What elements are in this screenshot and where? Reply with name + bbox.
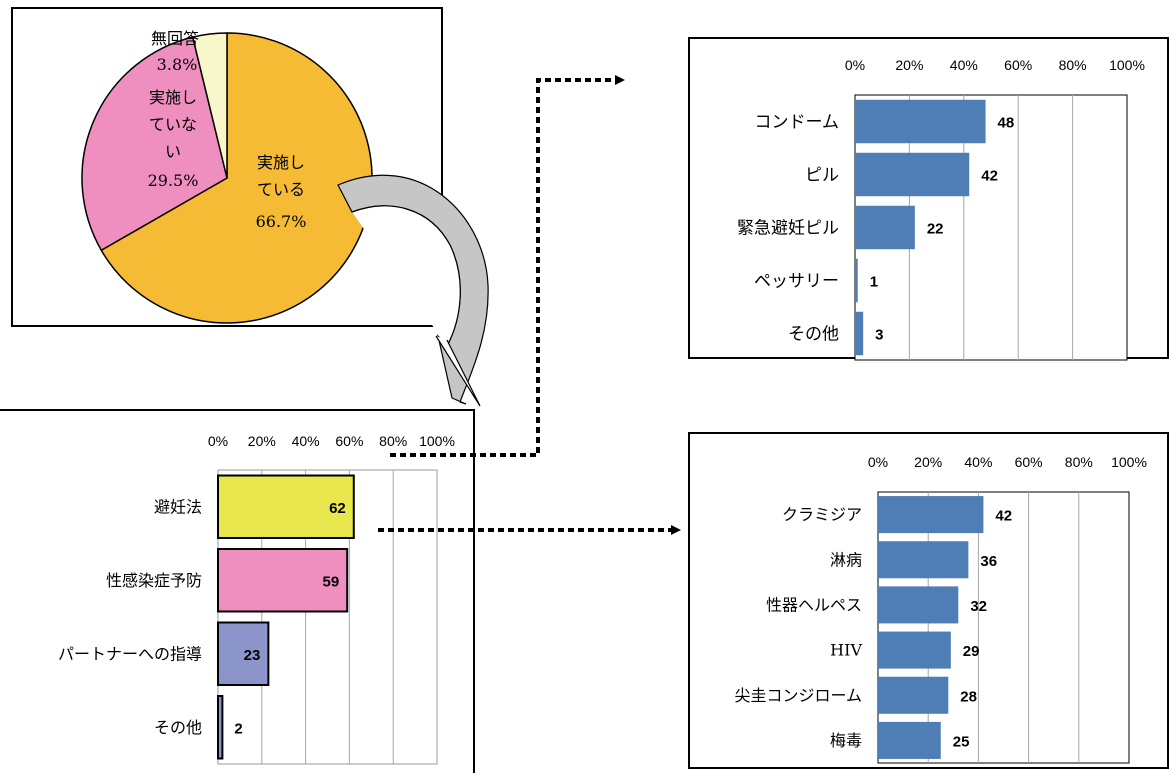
bar [217,695,224,760]
x-tick-label: 80% [379,433,407,449]
pie-label-second-line-0: 実施し [149,88,197,107]
category-label: その他 [788,324,839,344]
category-label: ピル [805,165,839,185]
data-label: 42 [981,168,998,185]
category-label: 尖圭コンジローム [734,686,862,705]
pie-slice-1 [81,36,228,252]
x-tick-label: 100% [419,433,455,449]
x-tick-label: 40% [950,57,978,73]
data-label: 23 [244,647,261,664]
bar [878,541,969,579]
curved-connector-arrow-tip [435,335,481,407]
bar [878,496,984,534]
pie-slice-0 [100,32,373,324]
x-tick-label: 100% [1111,454,1147,470]
bar-chart-main: 0% 20% 40% 60% 80% 100% 避妊法 62 性感染症予防 59 パートナーへの指導… [58,433,455,765]
pie-label-main-line-1: ている [257,180,305,199]
bar [855,258,858,303]
pie-value-small: 3.8% [157,55,198,74]
data-label: 48 [998,115,1015,132]
category-label: 梅毒 [830,731,862,750]
pie-label-second-line-2: い [165,142,181,161]
x-tick-label: 100% [1109,57,1145,73]
pie-label-small: 無回答 [151,29,199,48]
x-tick-label: 0% [208,433,228,449]
data-label: 25 [953,733,970,750]
bar [878,586,959,624]
data-label: 22 [927,221,944,238]
category-label: パートナーへの指導 [58,644,202,663]
bar [878,631,951,669]
x-tick-label: 0% [845,57,865,73]
bar-chart-contraception: 0% 20% 40% 60% 80% 100% コンドーム 48 ピル 42 緊急避妊ピル 22 ペッサ… [737,57,1145,361]
category-label: 緊急避妊ピル [737,218,839,238]
pie-label-second-line-1: ていな [149,115,197,134]
x-tick-label: 60% [1004,57,1032,73]
x-tick-label: 60% [1015,454,1043,470]
data-label: 28 [960,688,977,705]
plot-area [877,491,1130,764]
data-label: 36 [980,553,997,570]
category-label: その他 [154,718,202,737]
bar [855,152,970,197]
data-label: 1 [870,274,878,291]
x-tick-label: 20% [895,57,923,73]
x-tick-label: 40% [964,454,992,470]
bar [855,205,915,250]
x-tick-label: 20% [914,454,942,470]
category-label: 淋病 [830,550,862,569]
data-label: 62 [329,500,346,517]
x-tick-label: 80% [1065,454,1093,470]
bar [217,621,270,686]
x-tick-label: 80% [1059,57,1087,73]
x-tick-label: 60% [335,433,363,449]
category-label: 性感染症予防 [106,571,202,590]
category-label: ペッサリー [754,271,839,291]
bar [217,548,349,613]
bar [217,474,355,539]
category-label: HIV [830,641,862,660]
x-tick-label: 40% [292,433,320,449]
data-label: 42 [995,508,1012,525]
curved-connector-arrow-outline [351,205,461,347]
bar [855,99,986,144]
bar [878,676,949,714]
data-label: 29 [963,643,980,660]
data-label: 3 [875,327,883,344]
x-tick-label: 20% [248,433,276,449]
pie-value-second: 29.5% [148,171,199,190]
category-label: クラミジア [782,505,862,524]
pie-value-main: 66.7% [256,212,307,231]
category-label: コンドーム [755,112,840,132]
data-label: 2 [234,720,242,737]
bar [855,311,864,356]
pie-label-main-line-0: 実施し [257,153,305,172]
dotted-arrow-to-contraception [390,75,625,457]
category-label: 性器ヘルペス [766,596,862,615]
bar [878,721,941,759]
data-label: 32 [970,598,987,615]
bar-chart-sti: 0% 20% 40% 60% 80% 100% クラミジア 42 淋病 36 性器ヘルペス 32 HIV… [734,454,1147,764]
category-label: 避妊法 [154,497,202,516]
pie-slice-2 [191,32,228,179]
data-label: 59 [323,573,340,590]
x-tick-label: 0% [868,454,888,470]
